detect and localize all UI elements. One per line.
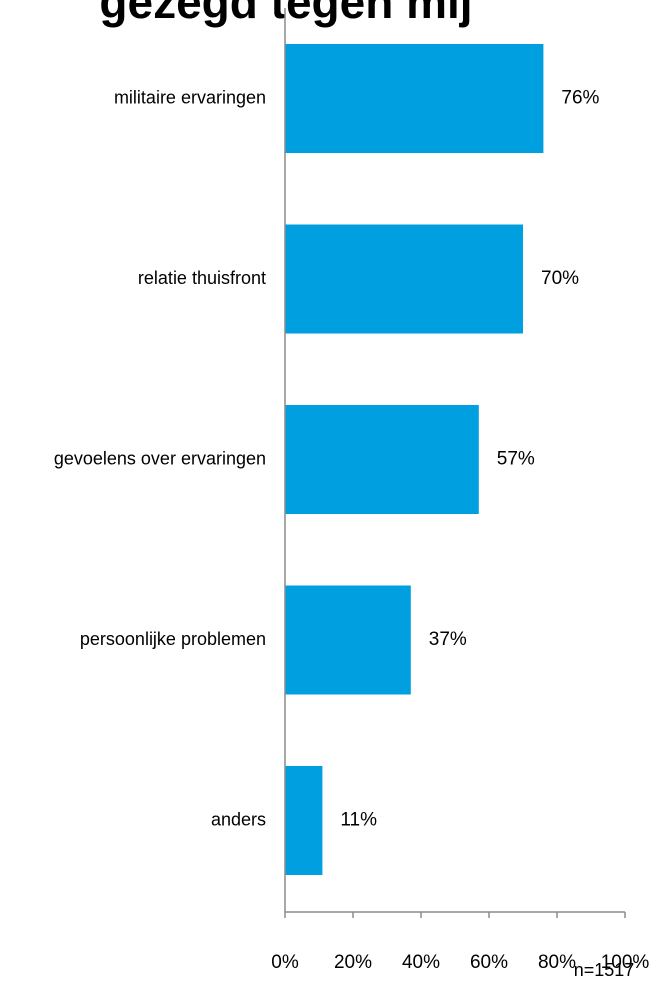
category-label-0: militaire ervaringen [114, 87, 266, 107]
axes [284, 8, 626, 918]
bar-4 [285, 766, 323, 875]
category-label-3: persoonlijke problemen [80, 629, 266, 649]
value-label-1: 70% [541, 268, 579, 289]
x-tick-label-1: 20% [334, 952, 372, 973]
bar-0 [285, 44, 544, 153]
bars [285, 44, 544, 875]
labels: militaire ervaringen 76% relatie thuisfron… [54, 87, 650, 973]
bar-2 [285, 405, 479, 514]
bar-3 [285, 585, 411, 695]
category-label-1: relatie thuisfront [138, 268, 266, 288]
value-label-3: 37% [429, 629, 467, 650]
category-label-4: anders [211, 809, 266, 829]
chart-title: gezegd tegen mij [99, 0, 472, 28]
x-tick-label-2: 40% [402, 952, 440, 973]
x-tick-label-3: 60% [470, 952, 508, 973]
chart-title-text: gezegd tegen mij [99, 0, 472, 28]
bar-1 [285, 224, 523, 334]
sample-size-note: n=1517 [574, 960, 635, 980]
x-tick-label-5: 100% [601, 952, 650, 973]
value-label-4: 11% [340, 810, 377, 831]
x-tick-label-4: 80% [538, 952, 576, 973]
category-label-2: gevoelens over ervaringen [54, 448, 266, 468]
x-tick-label-0: 0% [271, 952, 299, 973]
value-label-2: 57% [497, 449, 535, 470]
value-label-0: 76% [561, 88, 599, 109]
